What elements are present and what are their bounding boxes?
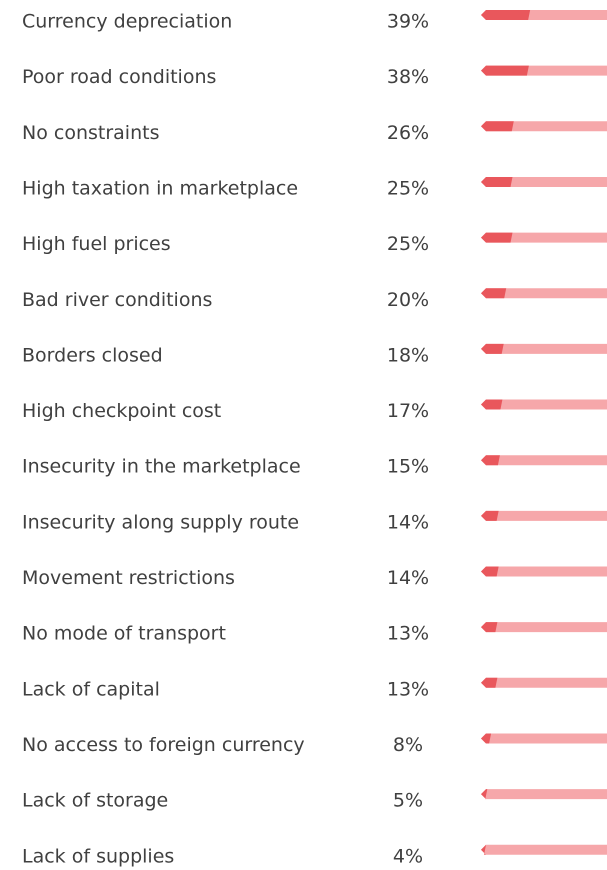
category-label: Currency depreciation <box>22 11 232 33</box>
value-label: 20% <box>387 289 429 311</box>
category-label: Lack of supplies <box>22 845 174 867</box>
value-label: 25% <box>387 177 429 199</box>
value-label: 18% <box>387 344 429 366</box>
bar <box>481 121 514 132</box>
category-label: No constraints <box>22 122 159 144</box>
category-label: Bad river conditions <box>22 289 212 311</box>
value-label: 14% <box>387 567 429 589</box>
bar <box>481 677 498 688</box>
bar-track <box>481 566 607 577</box>
value-label: 4% <box>393 845 423 867</box>
bar <box>481 566 499 577</box>
bar-track <box>481 343 607 354</box>
category-label: Lack of capital <box>22 678 160 700</box>
bar <box>481 455 500 466</box>
category-label: High fuel prices <box>22 233 171 255</box>
value-label: 17% <box>387 400 429 422</box>
category-label: Movement restrictions <box>22 567 235 589</box>
bar-track <box>481 232 607 243</box>
value-label: 13% <box>387 678 429 700</box>
category-label: High checkpoint cost <box>22 400 221 422</box>
bar-track <box>481 455 607 466</box>
value-label: 13% <box>387 623 429 645</box>
bar <box>481 510 499 521</box>
bar-track <box>481 844 607 855</box>
value-label: 15% <box>387 456 429 478</box>
category-label: No access to foreign currency <box>22 734 305 756</box>
bar <box>481 10 531 20</box>
value-label: 39% <box>387 11 429 33</box>
category-label: Poor road conditions <box>22 66 216 88</box>
category-label: High taxation in marketplace <box>22 177 298 199</box>
bar <box>481 343 504 354</box>
category-label: Lack of storage <box>22 790 168 812</box>
bar <box>481 622 498 633</box>
value-label: 5% <box>393 790 423 812</box>
value-label: 25% <box>387 233 429 255</box>
bar-track <box>481 399 607 410</box>
bar-track <box>481 789 607 800</box>
category-label: No mode of transport <box>22 623 226 645</box>
bar-track <box>481 677 607 688</box>
bar <box>481 176 513 187</box>
bar <box>481 288 507 299</box>
bar <box>481 399 503 410</box>
category-label: Insecurity in the marketplace <box>22 456 301 478</box>
bar <box>481 789 488 800</box>
bar-track <box>481 176 607 187</box>
category-label: Insecurity along supply route <box>22 511 299 533</box>
bar-track <box>481 510 607 521</box>
value-label: 38% <box>387 66 429 88</box>
value-label: 8% <box>393 734 423 756</box>
bar <box>481 232 513 243</box>
bar-track <box>481 288 607 299</box>
bar <box>481 733 492 744</box>
value-label: 14% <box>387 511 429 533</box>
category-label: Borders closed <box>22 344 163 366</box>
bar <box>481 844 487 855</box>
bar <box>481 65 529 76</box>
bar-track <box>481 733 607 744</box>
value-label: 26% <box>387 122 429 144</box>
bar-track <box>481 622 607 633</box>
